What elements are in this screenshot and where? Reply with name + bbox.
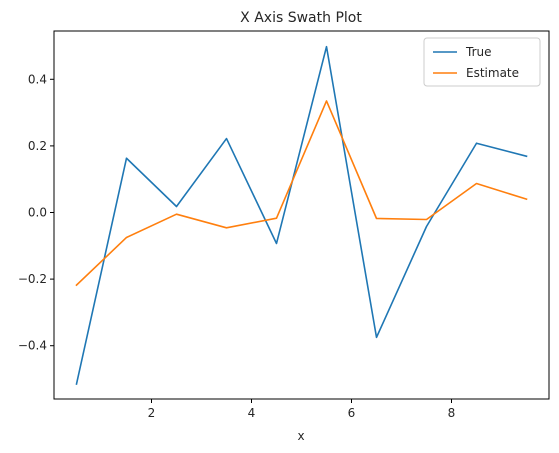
x-axis-label: x — [297, 429, 304, 443]
legend-label-estimate: Estimate — [466, 66, 519, 80]
axes-layer: 2 4 6 8 −0.4 −0.2 0.0 0.2 0.4 — [18, 30, 550, 420]
axes-frame — [53, 30, 550, 400]
x-tick-label: 2 — [148, 406, 156, 420]
y-tick-label: −0.4 — [18, 339, 47, 353]
legend-label-true: True — [465, 45, 492, 59]
y-tick-label: 0.2 — [28, 139, 47, 153]
x-tick-label: 4 — [248, 406, 256, 420]
series-layer — [75, 45, 528, 385]
chart-title: X Axis Swath Plot — [240, 10, 362, 26]
legend: True Estimate — [423, 37, 541, 87]
x-tick-label: 8 — [448, 406, 456, 420]
x-tick-label: 6 — [348, 406, 356, 420]
y-tick-label: 0.0 — [28, 206, 47, 220]
y-tick-label: −0.2 — [18, 272, 47, 286]
legend-box — [423, 37, 541, 87]
plot-area — [54, 31, 549, 399]
y-tick-label: 0.4 — [28, 72, 47, 86]
series-line-estimate — [75, 100, 528, 287]
series-line-true — [75, 45, 528, 385]
